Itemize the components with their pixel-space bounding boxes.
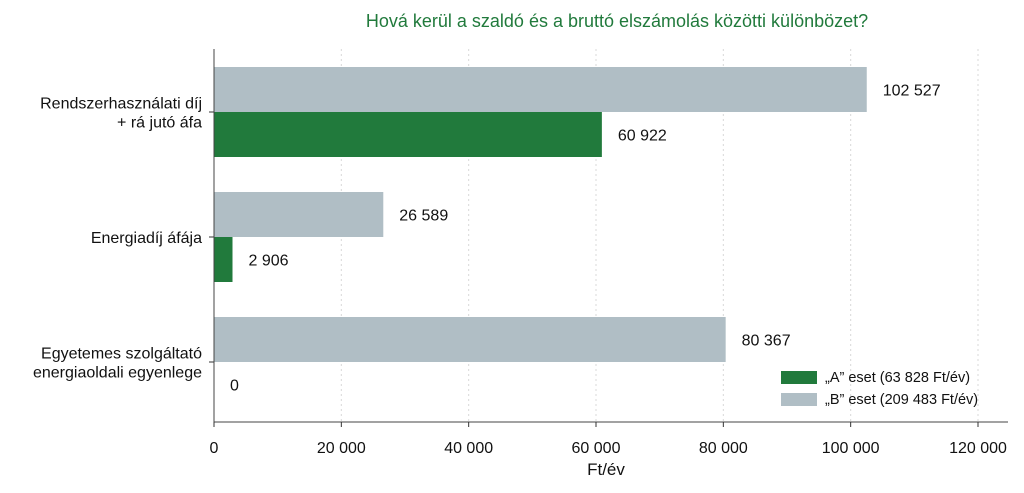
category-label: Rendszerhasználati díj xyxy=(40,96,202,113)
x-tick-label: 0 xyxy=(210,440,219,457)
legend-label: „B” eset (209 483 Ft/év) xyxy=(825,392,978,408)
bar-a-0 xyxy=(214,112,602,157)
bar-a-1 xyxy=(214,237,233,282)
data-label: 26 589 xyxy=(399,208,448,225)
chart-title: Hová kerül a szaldó és a bruttó elszámol… xyxy=(366,11,868,31)
x-axis-label: Ft/év xyxy=(587,460,625,479)
legend-swatch xyxy=(781,371,817,384)
data-label: 2 906 xyxy=(249,253,289,270)
data-label: 0 xyxy=(230,378,239,395)
data-label: 80 367 xyxy=(742,333,791,350)
x-tick-label: 80 000 xyxy=(699,440,748,457)
bar-b-2 xyxy=(214,317,726,362)
bars xyxy=(214,67,867,362)
data-label: 102 527 xyxy=(883,83,941,100)
axes xyxy=(209,49,1008,427)
x-tick-label: 60 000 xyxy=(572,440,621,457)
category-label: Energiadíj áfája xyxy=(91,230,202,247)
x-tick-label: 100 000 xyxy=(822,440,880,457)
data-label: 60 922 xyxy=(618,128,667,145)
category-labels: Rendszerhasználati díj + rá jutó áfa Energ… xyxy=(33,96,202,382)
x-tick-label: 40 000 xyxy=(444,440,493,457)
x-tick-label: 120 000 xyxy=(949,440,1007,457)
category-label: Egyetemes szolgáltató xyxy=(41,346,202,363)
legend-label: „A” eset (63 828 Ft/év) xyxy=(825,370,970,386)
category-label: + rá jutó áfa xyxy=(117,115,202,132)
legend: „A” eset (63 828 Ft/év) „B” eset (209 483… xyxy=(781,370,978,408)
legend-swatch xyxy=(781,393,817,406)
bar-b-1 xyxy=(214,192,384,237)
x-tick-label: 20 000 xyxy=(317,440,366,457)
x-tick-labels: 0 20 000 40 000 60 000 80 000 100 000 120 000 xyxy=(210,440,1007,457)
data-labels: 102 527 60 922 26 589 2 906 80 367 0 xyxy=(230,83,941,395)
bar-b-0 xyxy=(214,67,867,112)
category-label: energiaoldali egyenlege xyxy=(33,365,202,382)
